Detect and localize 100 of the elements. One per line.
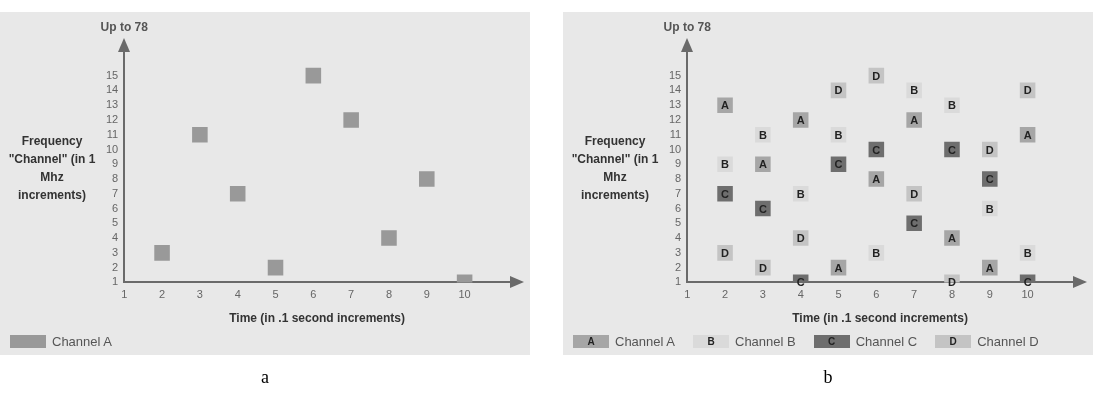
data-label: C [758,202,767,215]
y-tick-label: 15 [668,68,682,81]
x-tick-label: 8 [948,288,956,301]
data-label: A [910,113,919,126]
y-tick-label: 4 [675,231,682,244]
text: C [828,336,836,347]
x-tick-label: 4 [234,288,241,301]
y-tick-label: 13 [105,98,119,111]
data-label: B [758,128,767,141]
data-label: C [872,143,881,156]
x-tick-label: 6 [310,288,317,301]
data-label: A [796,113,805,126]
data-label: D [1023,84,1032,97]
data-label: B [721,158,730,171]
data-label: C [796,276,805,289]
point [267,259,284,276]
data-label: A [834,261,843,274]
y-tick-label: 9 [675,157,682,170]
data-label: B [872,246,881,259]
text: D [949,336,957,347]
data-label: C [721,187,730,200]
text: Up to 78 [663,20,712,35]
y-tick-label: 11 [669,127,682,140]
legend-label: Channel B [735,334,796,349]
y-tick-label: 8 [675,172,682,185]
x-tick-label: 4 [797,288,804,301]
text: A [587,336,595,347]
x-tick-label: 3 [759,288,766,301]
y-axis-title: Frequency "Channel" (in 1 Mhz increments) [570,133,660,204]
point [305,67,322,84]
x-tick-label: 2 [721,288,729,301]
x-tick-label: 10 [1021,288,1034,301]
legend-label: Channel A [615,334,675,349]
data-label: A [758,158,767,171]
y-tick-label: 14 [668,83,682,96]
y-tick-label: 3 [675,245,682,258]
data-label: B [910,84,919,97]
text: B [707,336,715,347]
legend-label: Channel C [855,334,918,349]
x-tick-label: 7 [348,288,355,301]
x-tick-label: 2 [158,288,166,301]
y-tick-label: 10 [668,142,682,155]
y-tick-label: 7 [675,186,682,199]
data-label: D [796,232,805,245]
point [192,126,208,143]
x-axis-title: Time (in .1 second increments) [229,311,406,326]
x-axis-title: Time (in .1 second increments) [792,311,969,326]
y-tick-label: 2 [675,260,682,273]
y-tick-label: 14 [105,83,119,96]
data-label: C [834,158,843,171]
y-tick-label: 12 [105,112,119,125]
y-tick-label: 5 [112,216,119,229]
data-label: C [948,143,956,156]
data-label: D [834,84,843,97]
x-tick-label: 9 [986,288,993,301]
data-label: A [721,99,730,112]
data-label: A [948,232,956,245]
data-label: B [985,202,994,215]
x-tick-label: 6 [873,288,880,301]
x-tick-label: 5 [835,288,842,301]
y-tick-label: 12 [668,112,682,125]
data-label: C [1023,276,1032,289]
data-label: C [985,173,994,186]
data-label: D [721,246,730,259]
y-axis-title: Frequency "Channel" (in 1 Mhz increments) [7,133,97,204]
x-tick-label: 10 [458,288,471,301]
data-label: B [796,187,805,200]
legend-label: Channel A [52,334,112,349]
x-tick-label: 5 [272,288,279,301]
data-label: B [948,99,956,112]
data-label: A [1023,128,1032,141]
legend-label: Channel D [977,334,1039,349]
x-tick-label: 7 [911,288,918,301]
data-label: B [1023,246,1032,259]
y-tick-label: 7 [112,186,119,199]
y-tick-label: 6 [675,201,682,214]
data-label: D [758,261,767,274]
y-tick-label: 13 [668,98,682,111]
x-tick-label: 1 [684,288,691,301]
y-tick-label: 9 [112,157,119,170]
data-label: D [910,187,919,200]
point [343,112,359,128]
data-label: C [910,217,919,230]
y-tick-label: 2 [112,260,119,273]
y-tick-label: 4 [112,231,119,244]
y-tick-label: 8 [112,172,119,185]
y-tick-label: 1 [675,275,682,288]
text: a [261,367,269,388]
y-tick-label: 15 [105,68,119,81]
point [229,186,246,202]
point [381,230,397,246]
data-label: B [834,128,843,141]
data-label: D [872,69,881,82]
x-tick-label: 1 [121,288,128,301]
point [419,171,435,187]
x-tick-label: 9 [423,288,430,301]
text: b [823,367,833,388]
data-label: A [985,261,994,274]
data-label: D [948,276,956,289]
y-tick-label: 3 [112,245,119,258]
